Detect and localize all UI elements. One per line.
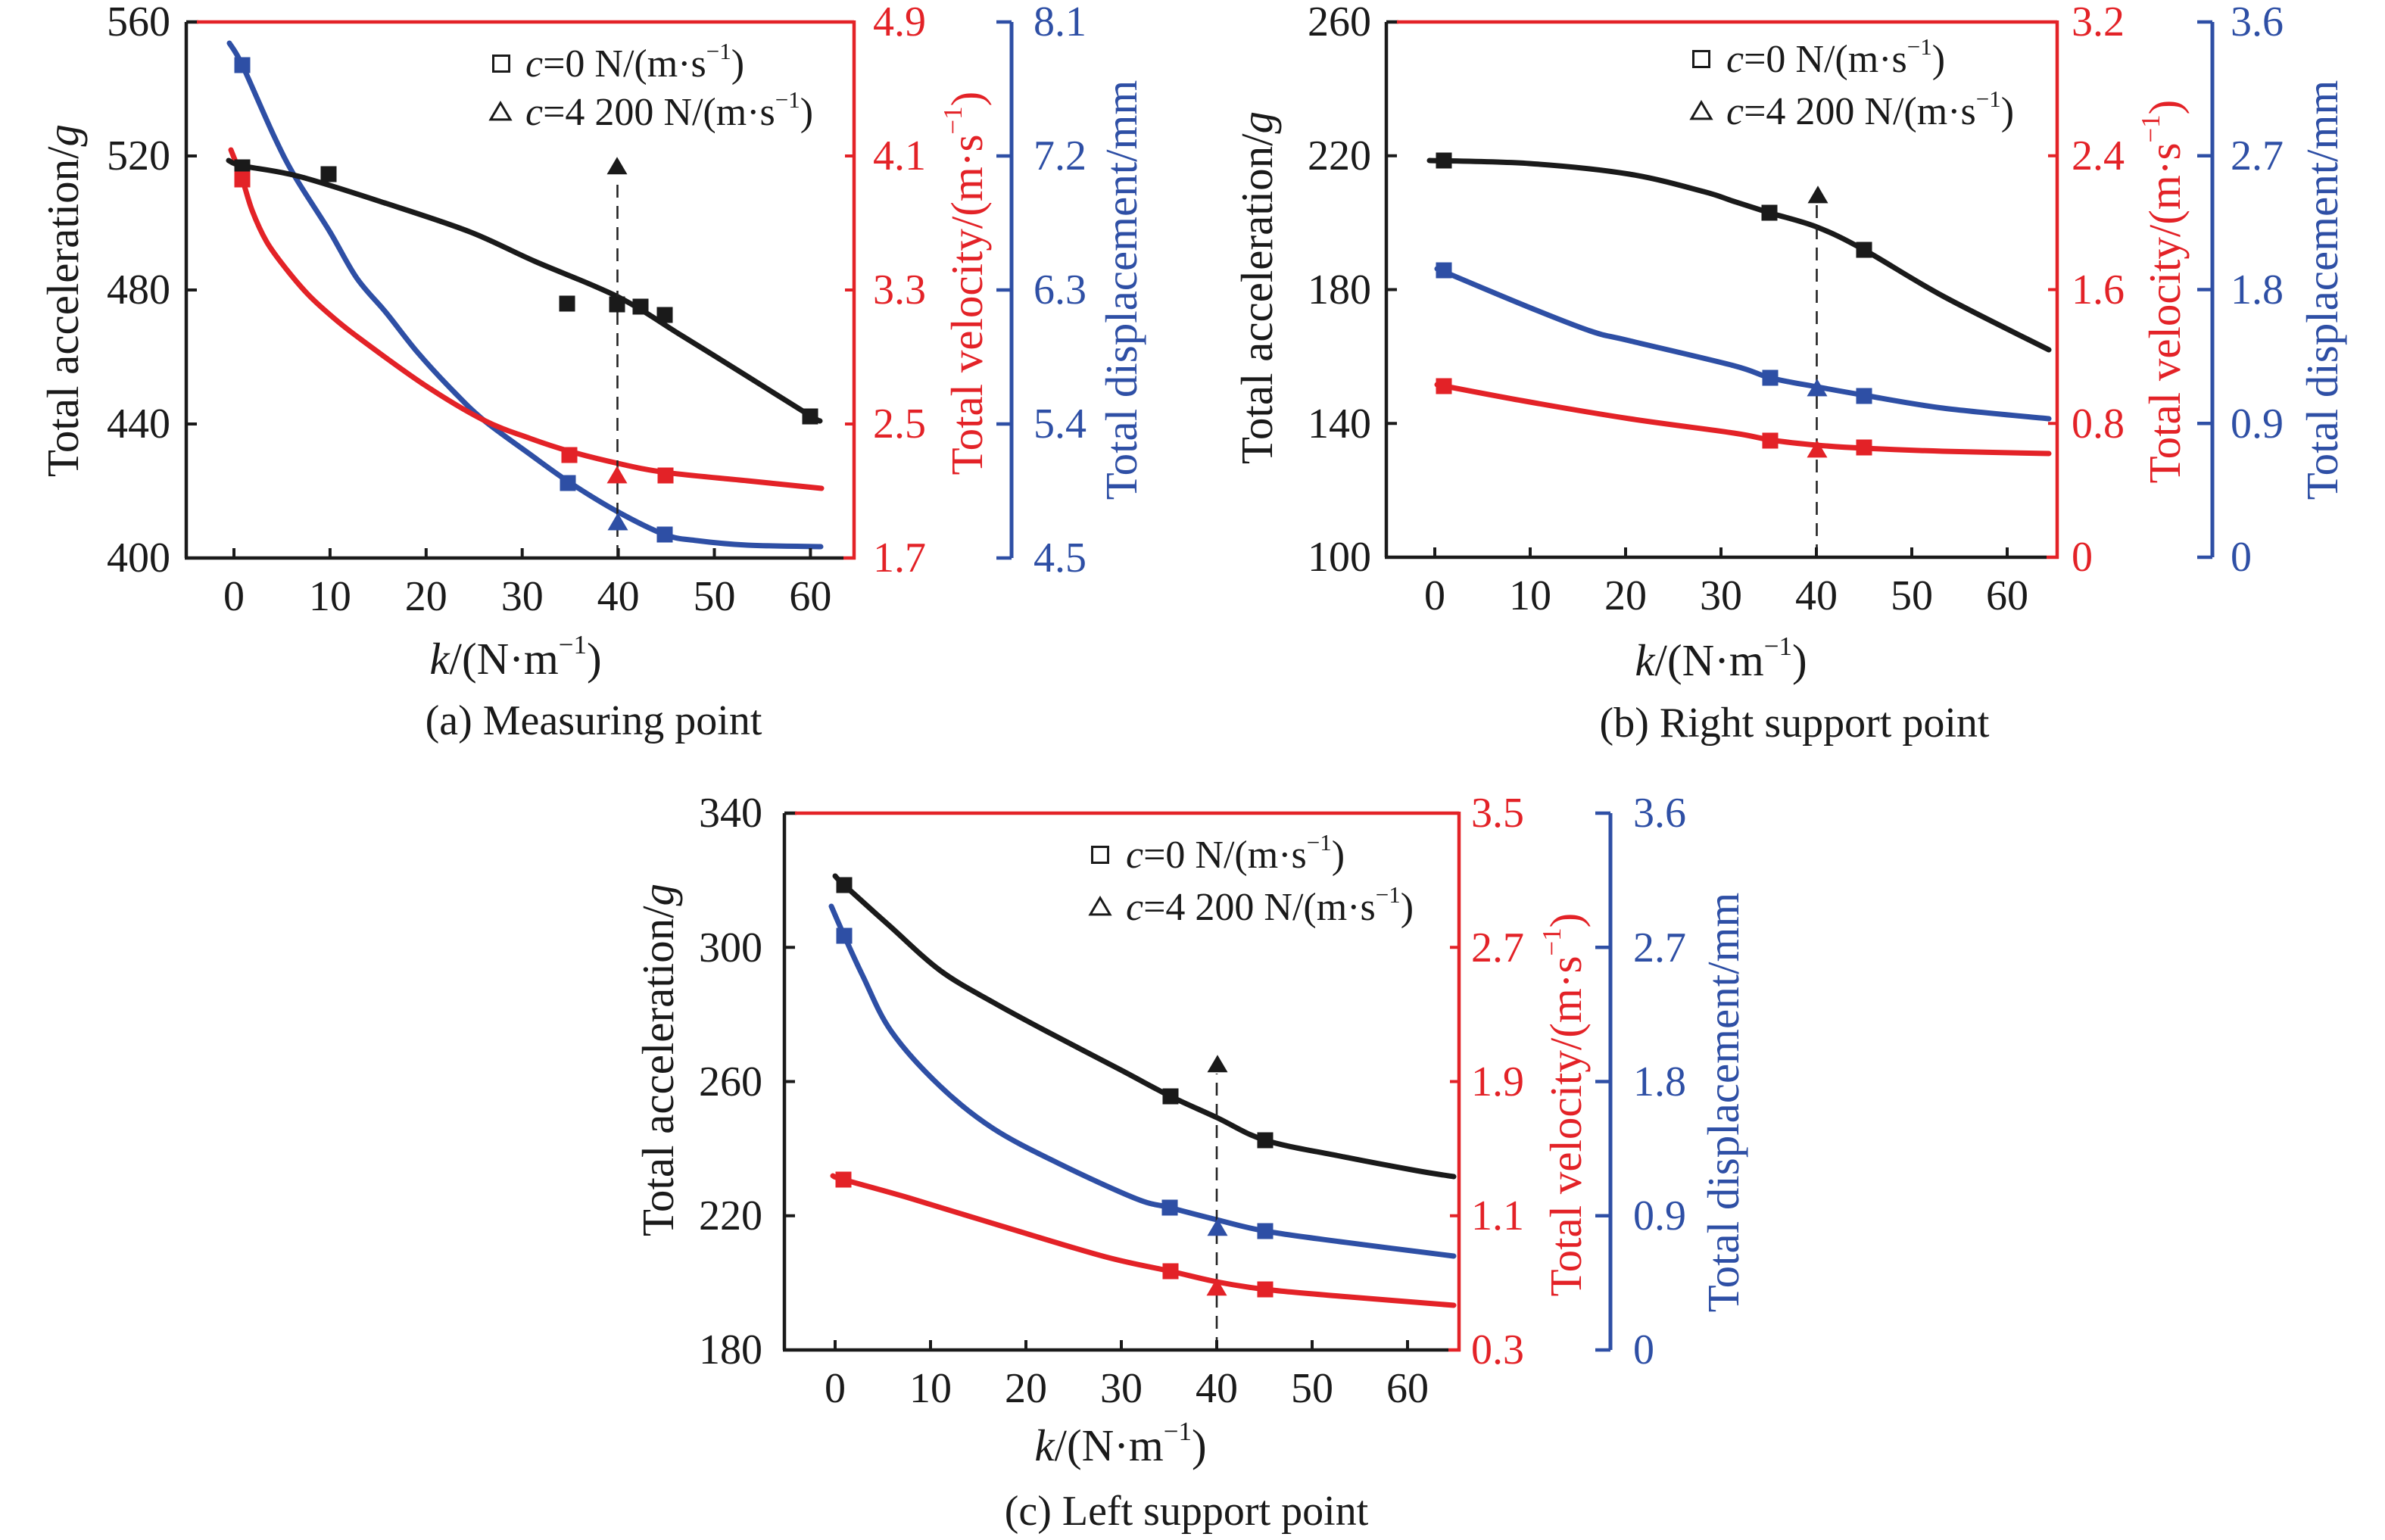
svg-text:2.5: 2.5 [873, 401, 926, 447]
svg-text:Total acceleration/g: Total acceleration/g [1232, 111, 1282, 464]
svg-text:30: 30 [1100, 1365, 1143, 1412]
svg-text:10: 10 [309, 573, 351, 620]
svg-text:c=4 200 N/(m·s−1): c=4 200 N/(m·s−1) [525, 86, 813, 134]
svg-text:4.9: 4.9 [873, 0, 926, 45]
svg-text:(c) Left support point: (c) Left support point [1005, 1488, 1369, 1535]
svg-text:2.4: 2.4 [2072, 132, 2125, 179]
svg-text:Total displacement/mm: Total displacement/mm [2297, 80, 2347, 500]
svg-text:40: 40 [1196, 1365, 1238, 1412]
svg-text:180: 180 [699, 1326, 762, 1373]
svg-text:30: 30 [1700, 572, 1742, 619]
svg-text:60: 60 [1986, 572, 2028, 619]
svg-text:(a) Measuring point: (a) Measuring point [426, 697, 762, 744]
svg-text:5.4: 5.4 [1034, 401, 1086, 447]
svg-text:Total velocity/(m·s−1): Total velocity/(m·s−1) [1537, 913, 1591, 1297]
svg-text:6.3: 6.3 [1034, 267, 1086, 313]
svg-text:520: 520 [107, 132, 170, 179]
svg-text:c=4 200 N/(m·s−1): c=4 200 N/(m·s−1) [1726, 86, 2014, 133]
svg-text:10: 10 [909, 1365, 952, 1412]
svg-text:50: 50 [1291, 1365, 1333, 1412]
svg-text:50: 50 [1891, 572, 1933, 619]
svg-text:300: 300 [699, 924, 762, 971]
svg-text:1.7: 1.7 [873, 535, 926, 581]
svg-text:0: 0 [2231, 534, 2252, 581]
svg-text:0: 0 [825, 1365, 846, 1412]
svg-text:0: 0 [1424, 572, 1445, 619]
svg-text:8.1: 8.1 [1034, 0, 1086, 45]
svg-text:180: 180 [1308, 267, 1371, 313]
svg-text:2.7: 2.7 [1471, 924, 1524, 971]
svg-text:40: 40 [1795, 572, 1838, 619]
svg-text:2.7: 2.7 [1633, 924, 1686, 971]
svg-text:3.3: 3.3 [873, 267, 926, 313]
svg-text:140: 140 [1308, 401, 1371, 447]
svg-text:0.9: 0.9 [1633, 1192, 1686, 1239]
svg-text:0.8: 0.8 [2072, 401, 2125, 447]
svg-text:0: 0 [2072, 534, 2093, 581]
svg-text:3.5: 3.5 [1471, 790, 1524, 837]
svg-text:30: 30 [501, 573, 544, 620]
svg-text:0: 0 [223, 573, 245, 620]
svg-text:Total displacement/mm: Total displacement/mm [1698, 893, 1748, 1313]
svg-text:k/(N·m−1): k/(N·m−1) [429, 630, 601, 684]
svg-text:1.6: 1.6 [2072, 267, 2125, 313]
svg-text:1.9: 1.9 [1471, 1058, 1524, 1105]
svg-text:100: 100 [1308, 534, 1371, 581]
svg-text:Total acceleration/g: Total acceleration/g [633, 884, 683, 1236]
svg-text:4.1: 4.1 [873, 132, 926, 179]
svg-text:10: 10 [1509, 572, 1551, 619]
svg-text:20: 20 [405, 573, 447, 620]
svg-text:3.6: 3.6 [2231, 0, 2284, 45]
svg-text:Total velocity/(m·s−1): Total velocity/(m·s−1) [2136, 100, 2190, 484]
svg-text:0.9: 0.9 [2231, 401, 2284, 447]
svg-text:(b) Right support point: (b) Right support point [1600, 700, 1990, 747]
svg-text:0.3: 0.3 [1471, 1326, 1524, 1373]
svg-text:1.8: 1.8 [2231, 267, 2284, 313]
svg-text:50: 50 [694, 573, 736, 620]
svg-text:3.6: 3.6 [1633, 790, 1686, 837]
svg-text:400: 400 [107, 535, 170, 581]
svg-text:4.5: 4.5 [1034, 535, 1086, 581]
svg-text:260: 260 [699, 1058, 762, 1105]
svg-text:560: 560 [107, 0, 170, 45]
svg-text:0: 0 [1633, 1326, 1654, 1373]
svg-text:1.1: 1.1 [1471, 1192, 1524, 1239]
svg-text:440: 440 [107, 401, 170, 447]
svg-text:c=4 200 N/(m·s−1): c=4 200 N/(m·s−1) [1126, 881, 1414, 929]
svg-text:60: 60 [789, 573, 831, 620]
svg-text:20: 20 [1604, 572, 1647, 619]
svg-text:Total displacement/mm: Total displacement/mm [1096, 80, 1146, 500]
svg-text:340: 340 [699, 790, 762, 837]
svg-text:1.8: 1.8 [1633, 1058, 1686, 1105]
svg-text:20: 20 [1005, 1365, 1047, 1412]
svg-text:220: 220 [1308, 132, 1371, 179]
svg-text:60: 60 [1386, 1365, 1429, 1412]
svg-text:480: 480 [107, 267, 170, 313]
svg-text:40: 40 [597, 573, 640, 620]
svg-text:Total velocity/(m·s−1): Total velocity/(m·s−1) [938, 92, 992, 475]
svg-text:7.2: 7.2 [1034, 132, 1086, 179]
svg-text:Total acceleration/g: Total acceleration/g [38, 124, 88, 477]
svg-text:220: 220 [699, 1192, 762, 1239]
svg-text:c=0 N/(m·s−1): c=0 N/(m·s−1) [1726, 33, 1945, 81]
svg-text:3.2: 3.2 [2072, 0, 2125, 45]
svg-text:260: 260 [1308, 0, 1371, 45]
svg-text:2.7: 2.7 [2231, 132, 2284, 179]
